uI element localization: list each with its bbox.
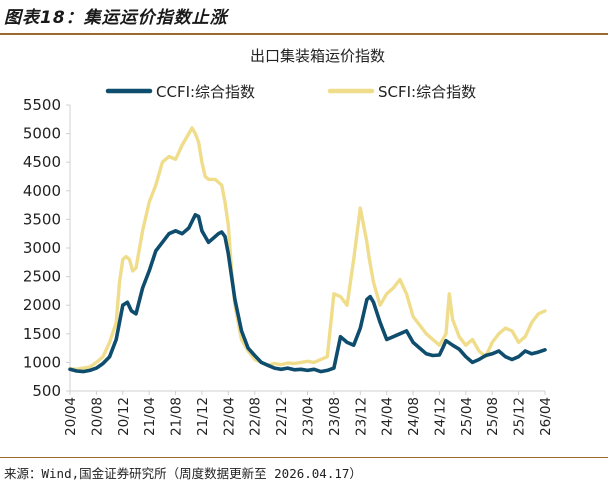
chart-area: 出口集装箱运价指数 CCFI:综合指数 SCFI:综合指数 500 1000 1500 20… [23,47,554,436]
x-tick-label: 25/08 [485,397,501,436]
header-rule [0,33,608,35]
x-tick-label: 21/04 [142,397,158,436]
y-tick-label: 2000 [23,296,61,314]
x-tick-label: 22/04 [221,397,237,436]
footer-rule [0,457,608,458]
figure-header: 图表18：集运运价指数止涨 [0,0,608,34]
x-tick-label: 23/12 [353,397,369,436]
y-tick-label: 3500 [23,210,61,228]
y-tick-label: 500 [32,382,61,400]
legend-label-ccfi: CCFI:综合指数 [156,83,255,101]
x-tick-label: 22/12 [274,397,290,436]
x-tick-label: 20/04 [63,397,79,436]
y-tick-label: 1500 [23,325,61,343]
x-tick-label: 22/08 [248,397,264,436]
x-tick-label: 24/12 [432,397,448,436]
x-tick-label: 21/08 [169,397,185,436]
chart-title: 出口集装箱运价指数 [250,47,385,65]
y-tick-label: 4500 [23,153,61,171]
figure-title: 图表18：集运运价指数止涨 [4,8,228,28]
y-tick-label: 5000 [23,125,61,143]
x-tick-label: 25/04 [459,397,475,436]
series-line-scfi [68,126,547,371]
x-tick-label: 20/12 [116,397,132,436]
y-tick-label: 1000 [23,353,61,371]
series-line-ccfi [68,213,547,374]
legend-label-scfi: SCFI:综合指数 [378,83,476,101]
y-tick-label: 4000 [23,182,61,200]
x-tick-label: 23/08 [327,397,343,436]
x-tick-label: 23/04 [301,397,317,436]
x-tick-label: 24/08 [406,397,422,436]
y-tick-label: 3000 [23,239,61,257]
x-tick-label: 21/12 [195,397,211,436]
x-tick-label: 20/08 [89,397,105,436]
y-tick-label: 2500 [23,268,61,286]
x-tick-label: 24/04 [380,397,396,436]
y-tick-label: 5500 [23,96,61,114]
x-tick-label: 26/04 [538,397,554,436]
x-tick-label: 25/12 [512,397,528,436]
source-note: 来源：Wind,国金证券研究所（周度数据更新至 2026.04.17） [4,466,362,481]
